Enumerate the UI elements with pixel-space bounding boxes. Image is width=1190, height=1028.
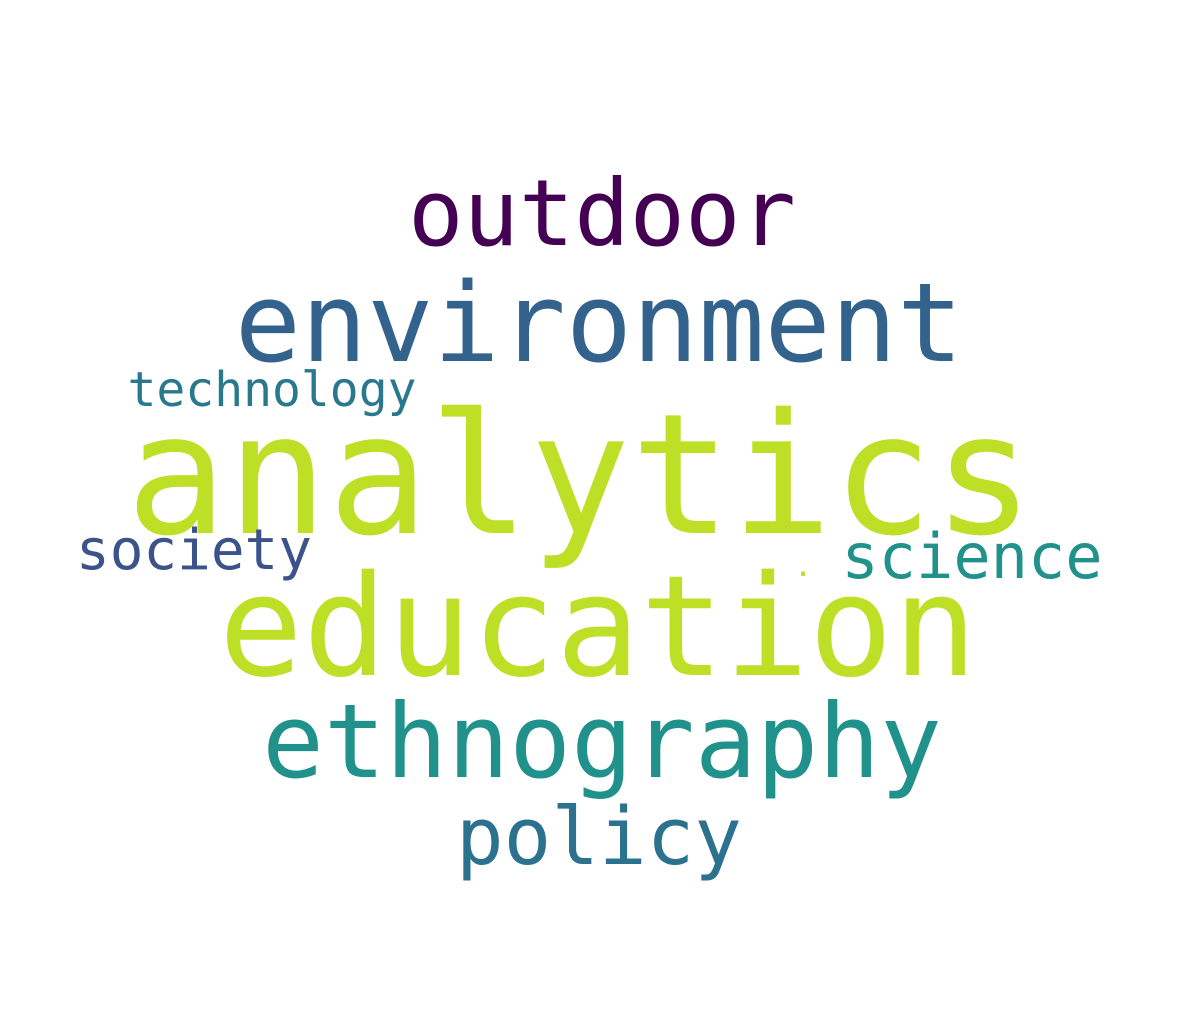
word-ethnography: ethnography <box>262 682 942 802</box>
word-outdoor: outdoor <box>408 160 796 267</box>
word-analytics: analytics <box>126 377 1034 574</box>
word-environment: environment <box>234 259 964 387</box>
word-dot: . <box>793 549 813 584</box>
word-society: society <box>76 518 312 583</box>
word-science: science <box>841 520 1103 593</box>
word-policy: policy <box>456 791 742 884</box>
word-education: education <box>218 546 978 709</box>
word-technology: technology <box>127 362 417 418</box>
